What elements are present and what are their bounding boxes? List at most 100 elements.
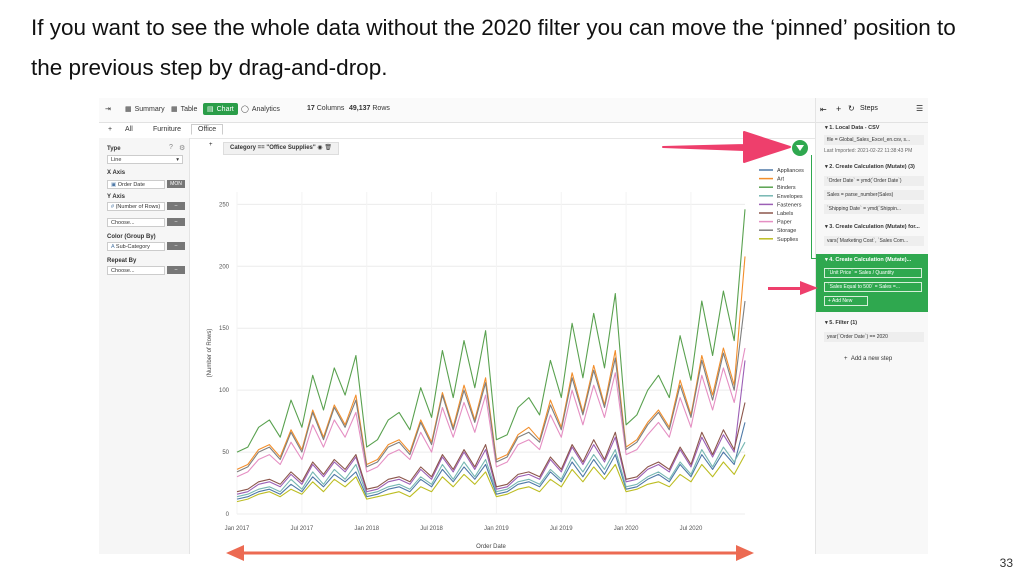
- step-2-item-1[interactable]: `Order Date` = ymd(`Order Date`): [824, 176, 924, 186]
- gear-icon[interactable]: ⚙: [179, 145, 186, 152]
- tab-chart-label: Chart: [216, 105, 234, 113]
- color-field[interactable]: A Sub-Category: [107, 242, 165, 251]
- y-axis-label: Y Axis: [107, 194, 126, 200]
- step-1-label: 1. Local Data - CSV: [829, 125, 880, 131]
- pin-connector: [811, 258, 819, 259]
- step-2-item-2[interactable]: Sales = parse_number(Sales): [824, 190, 924, 200]
- steps-header: ⇤ + ↻ Steps ☰: [816, 98, 928, 123]
- step-2-label: 2. Create Calculation (Mutate) (3): [829, 164, 915, 170]
- add-filter-icon[interactable]: +: [209, 142, 213, 148]
- step-5[interactable]: ▾ 5. Filter (1): [825, 320, 858, 326]
- steps-title: Steps: [860, 105, 878, 112]
- chevron-down-icon: ▾: [176, 157, 179, 163]
- step-4[interactable]: ▾ 4. Create Calculation (Mutate)...: [825, 257, 912, 263]
- step-2[interactable]: ▾ 2. Create Calculation (Mutate) (3): [825, 164, 915, 170]
- repeat-choose[interactable]: Choose...: [107, 266, 165, 275]
- line-chart: 0 50 100 150 200 250 Jan 2017 Jul 2017 Jan 2018 J…: [207, 168, 804, 550]
- rows-count: 49,137: [349, 105, 371, 112]
- series-line-supplies: [236, 454, 746, 503]
- time-range-arrow: [226, 545, 754, 561]
- x-tick-label: Jan 2019: [484, 526, 509, 532]
- legend-label-storage: Storage: [777, 228, 796, 234]
- chart-tabs: + All Furniture Office: [99, 122, 815, 139]
- x-axis-title: Order Date: [476, 544, 506, 550]
- step-3-label: 3. Create Calculation (Mutate) for...: [829, 224, 920, 230]
- x-tick-label: Jul 2020: [680, 526, 703, 532]
- hash-icon: #: [111, 204, 115, 210]
- tab-table[interactable]: ▦ Table: [171, 105, 198, 114]
- step-2-item-3[interactable]: `Shipping Date` = ymd(`Shippin...: [824, 204, 924, 214]
- legend-label-art: Art: [777, 177, 785, 183]
- x-tick-label: Jan 2020: [614, 526, 639, 532]
- tab-analytics[interactable]: ◯ Analytics: [241, 105, 280, 114]
- y-axis-field[interactable]: # (Number of Rows): [107, 202, 165, 211]
- series-line-fasteners: [236, 360, 746, 495]
- tab-summary-label: Summary: [134, 105, 165, 113]
- x-tick-label: Jan 2017: [225, 526, 250, 532]
- legend-label-supplies: Supplies: [777, 237, 798, 243]
- last-imported: Last Imported: 2021-02-22 11:38:43 PM: [824, 148, 913, 154]
- series-line-envelopes: [236, 441, 746, 498]
- type-label: Type: [107, 146, 121, 152]
- y-tick-label: 250: [219, 202, 230, 208]
- steps-panel: ⇤ + ↻ Steps ☰ ▾ 1. Local Data - CSV file…: [815, 98, 928, 554]
- x-axis-field[interactable]: ▣ Order Date: [107, 180, 165, 189]
- tab-furniture[interactable]: Furniture: [153, 126, 182, 133]
- legend-label-labels: Labels: [777, 211, 793, 217]
- pin-line: [811, 155, 812, 259]
- y-tick-label: 100: [219, 388, 230, 394]
- tab-office[interactable]: Office: [191, 124, 224, 135]
- rows-stat: 49,137 Rows: [349, 105, 390, 112]
- x-tick-label: Jul 2019: [550, 526, 573, 532]
- legend-label-envelopes: Envelopes: [777, 194, 803, 200]
- add-new-step[interactable]: + Add a new step: [844, 356, 893, 362]
- repeat-button[interactable]: –: [167, 266, 185, 274]
- y-axis-title: (Number of Rows): [207, 329, 213, 378]
- tab-analytics-label: Analytics: [251, 105, 280, 113]
- tab-table-label: Table: [180, 105, 198, 113]
- step-3[interactable]: ▾ 3. Create Calculation (Mutate) for...: [825, 224, 920, 230]
- x-tick-label: Jul 2018: [420, 526, 443, 532]
- step-4-item-2[interactable]: `Sales Equal to 500` = Sales =...: [824, 282, 922, 292]
- color-label: Color (Group By): [107, 234, 156, 240]
- text-icon: A: [111, 244, 115, 250]
- help-icon[interactable]: ?: [169, 144, 173, 151]
- repeat-label: Repeat By: [107, 258, 137, 264]
- rows-label: Rows: [372, 105, 390, 112]
- collapse-right-icon[interactable]: ⇤: [820, 105, 827, 114]
- add-step-icon[interactable]: +: [836, 104, 842, 114]
- app-window: ⇥ ▦ Summary ▦ Table ▤ Chart ◯ Analytics 17 C…: [99, 98, 928, 554]
- type-select[interactable]: Line ▾: [107, 155, 183, 164]
- step-3-item-1[interactable]: vars(`Marketing Cost`, `Sales Com...: [824, 236, 924, 246]
- refresh-icon[interactable]: ↻: [848, 104, 855, 113]
- step-4-item-1[interactable]: `Unit Price` = Sales / Quantity: [824, 268, 922, 278]
- callout-arrow-pin: [662, 131, 791, 163]
- step-1-item[interactable]: file = Global_Sales_Excel_en.csv, s...: [824, 135, 924, 145]
- y-axis-choose[interactable]: Choose...: [107, 218, 165, 227]
- color-button[interactable]: –: [167, 242, 185, 250]
- filter-chip-text: Category == "Office Supplies": [230, 145, 316, 151]
- step-4-add-new[interactable]: + Add New: [824, 296, 868, 306]
- settings-icon[interactable]: ☰: [916, 104, 924, 113]
- summary-icon: ▦: [125, 106, 132, 113]
- step-1[interactable]: ▾ 1. Local Data - CSV: [825, 125, 880, 131]
- y-axis-choose-button[interactable]: –: [167, 218, 185, 226]
- collapse-icon[interactable]: ⇥: [105, 106, 111, 113]
- series-line-labels: [236, 402, 746, 493]
- tab-chart[interactable]: ▤ Chart: [203, 103, 238, 115]
- legend-label-appliances: Appliances: [777, 168, 804, 174]
- step-4-pinned[interactable]: ▾ 4. Create Calculation (Mutate)... `Uni…: [816, 254, 928, 312]
- y-axis-agg-button[interactable]: –: [167, 202, 185, 210]
- pin-icon[interactable]: [792, 140, 808, 156]
- tab-all[interactable]: All: [125, 126, 133, 133]
- columns-count: 17: [307, 105, 315, 112]
- add-tab-icon[interactable]: +: [108, 126, 113, 133]
- x-axis-unit-button[interactable]: MON: [167, 180, 185, 188]
- step-5-item-1[interactable]: year(`Order Date`) == 2020: [824, 332, 924, 342]
- add-new-step-label: Add a new step: [850, 356, 893, 362]
- color-value: Sub-Category: [115, 244, 150, 250]
- filter-chip[interactable]: Category == "Office Supplies" ◉ 🗑: [223, 142, 339, 155]
- y-axis-value: (Number of Rows): [115, 204, 161, 210]
- tab-summary[interactable]: ▦ Summary: [125, 105, 165, 114]
